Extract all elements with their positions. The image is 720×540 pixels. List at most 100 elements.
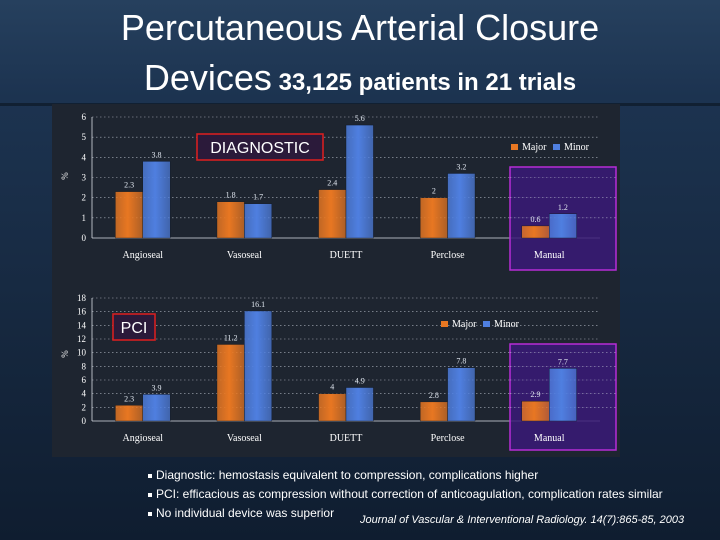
y-tick-label: 6: [82, 112, 87, 122]
x-tick-label: DUETT: [330, 433, 363, 444]
title-line-1: Percutaneous Arterial Closure: [120, 7, 600, 48]
bar-minor: [447, 367, 476, 422]
legend-swatch-major: [511, 144, 518, 150]
data-label: 3.8: [152, 150, 162, 159]
y-tick-label: 10: [77, 348, 87, 358]
bar-minor: [447, 173, 476, 239]
y-tick-label: 3: [82, 173, 87, 183]
title-line-2-sub: 33,125 patients in 21 trials: [271, 69, 577, 96]
legend-swatch-minor: [483, 321, 490, 327]
bullet-item: PCI: efficacious as compression without …: [148, 485, 708, 504]
data-label: 3.9: [152, 383, 162, 392]
y-tick-label: 0: [82, 233, 87, 243]
legend-label-minor: Minor: [564, 142, 590, 153]
bar-minor: [244, 203, 273, 239]
bar-minor: [142, 161, 171, 239]
bullet-marker: [148, 511, 152, 516]
x-tick-label: Manual: [534, 433, 565, 444]
legend-label-minor: Minor: [494, 319, 520, 330]
y-tick-label: 12: [77, 334, 86, 344]
data-label: 2.8: [429, 391, 439, 400]
data-label: 16.1: [251, 300, 265, 309]
y-tick-label: 5: [82, 132, 87, 142]
slide-title: Percutaneous Arterial Closure Devices 33…: [0, 0, 720, 106]
legend-label-major: Major: [452, 319, 477, 330]
legend-swatch-major: [441, 321, 448, 327]
y-tick-label: 4: [82, 152, 87, 162]
data-label: 5.6: [355, 114, 365, 123]
bar-major: [521, 400, 550, 422]
x-tick-label: Manual: [534, 250, 565, 261]
legend-label-major: Major: [522, 142, 547, 153]
data-label: 2: [432, 187, 436, 196]
bar-major: [216, 344, 245, 422]
bar-major: [419, 197, 448, 239]
bar-major: [318, 189, 347, 239]
data-label: 7.8: [456, 357, 466, 366]
x-tick-label: Vasoseal: [227, 250, 262, 261]
legend-swatch-minor: [553, 144, 560, 150]
data-label: 2.4: [327, 179, 337, 188]
x-tick-label: Vasoseal: [227, 433, 262, 444]
bar-major: [216, 201, 245, 239]
chart-title: PCI: [121, 320, 148, 337]
y-tick-label: 4: [82, 389, 87, 399]
y-tick-label: 18: [77, 293, 87, 303]
bar-minor: [142, 394, 171, 422]
x-tick-label: Angioseal: [123, 433, 164, 444]
x-tick-label: Angioseal: [123, 250, 164, 261]
data-label: 11.2: [224, 333, 238, 342]
data-label: 7.7: [558, 357, 568, 366]
bar-major: [115, 191, 143, 239]
x-tick-label: DUETT: [330, 250, 363, 261]
title-line-2: Devices 33,125 patients in 21 trials: [0, 56, 720, 108]
bullet-text: PCI: efficacious as compression without …: [156, 487, 663, 501]
data-label: 4.9: [355, 377, 365, 386]
pci-chart: 0 2 4 6 8 10 12 14 16 18% 2.3 3.9 Angioseal 11.2 16.1 V…: [60, 293, 617, 451]
bar-minor: [549, 213, 577, 239]
data-label: 4: [330, 383, 334, 392]
data-label: 2.3: [124, 181, 134, 190]
bar-minor: [244, 310, 273, 422]
y-tick-label: 1: [82, 213, 87, 223]
bullet-item: Diagnostic: hemostasis equivalent to com…: [148, 466, 708, 485]
bar-minor: [345, 387, 374, 422]
chart-title-box: [112, 313, 156, 341]
y-tick-label: 0: [82, 416, 87, 426]
chart-title-box: [196, 133, 324, 161]
bullet-text: Diagnostic: hemostasis equivalent to com…: [156, 468, 539, 482]
data-label: 2.9: [530, 390, 540, 399]
y-axis-label: %: [60, 172, 70, 180]
bullet-marker: [148, 473, 152, 478]
bullet-marker: [148, 492, 152, 497]
data-label: 1.2: [558, 203, 568, 212]
y-tick-label: 16: [77, 307, 87, 317]
bar-minor: [345, 124, 374, 239]
bullet-list: Diagnostic: hemostasis equivalent to com…: [148, 466, 708, 523]
y-tick-label: 2: [82, 402, 87, 412]
citation: Journal of Vascular & Interventional Rad…: [360, 514, 685, 526]
bullet-item: No individual device was superior: [148, 504, 708, 523]
data-label: 3.2: [456, 162, 466, 171]
title-line-2-main: Devices: [143, 57, 272, 98]
bullet-text: No individual device was superior: [156, 506, 335, 520]
data-label: 1.7: [253, 193, 263, 202]
bar-minor: [549, 368, 577, 422]
data-label: 2.3: [124, 394, 134, 403]
x-tick-label: Perclose: [431, 433, 465, 444]
bar-major: [419, 401, 448, 422]
bar-major: [115, 405, 143, 422]
chart-title: DIAGNOSTIC: [210, 140, 310, 157]
y-tick-label: 2: [82, 193, 87, 203]
bar-major: [318, 393, 347, 422]
data-label: 0.6: [530, 215, 540, 224]
diagnostic-chart: 0 1 2 3 4 5 6% 2.3 3.8 Angioseal 1.8 1.7 Vasoseal 2.4…: [60, 112, 617, 271]
y-tick-label: 6: [82, 375, 87, 385]
y-tick-label: 8: [82, 361, 87, 371]
x-tick-label: Perclose: [431, 250, 465, 261]
y-axis-label: %: [60, 350, 70, 358]
data-label: 1.8: [226, 191, 236, 200]
bar-major: [521, 225, 550, 239]
y-tick-label: 14: [77, 320, 87, 330]
